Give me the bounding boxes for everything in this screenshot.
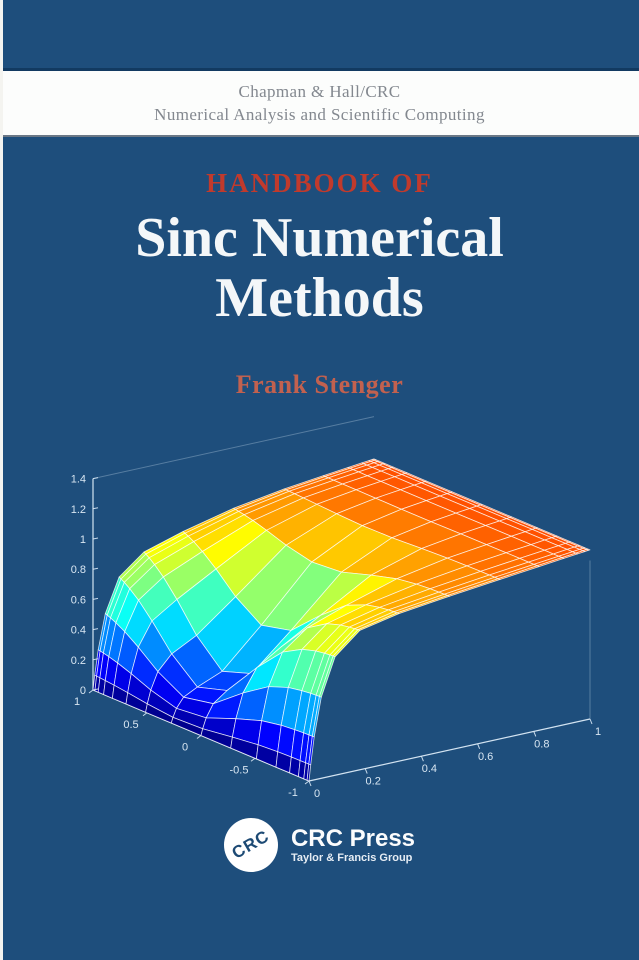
- svg-text:0: 0: [182, 742, 188, 754]
- svg-text:1: 1: [74, 696, 80, 708]
- svg-text:0.6: 0.6: [478, 751, 493, 763]
- book-title: Sinc Numerical Methods: [0, 208, 639, 328]
- publisher-tagline: Taylor & Francis Group: [290, 851, 413, 864]
- svg-text:1: 1: [595, 726, 601, 738]
- svg-text:0.2: 0.2: [71, 655, 86, 667]
- svg-text:-1: -1: [288, 787, 298, 799]
- svg-text:0.4: 0.4: [71, 625, 86, 637]
- pretitle: HANDBOOK OF: [206, 168, 433, 198]
- title-line2: Methods: [215, 267, 424, 329]
- svg-text:-0.5: -0.5: [230, 764, 249, 776]
- svg-text:1: 1: [80, 534, 86, 546]
- page-edge: [0, 0, 3, 960]
- svg-text:0: 0: [80, 685, 86, 697]
- svg-text:0.8: 0.8: [534, 738, 549, 750]
- crc-logo-text: CRC: [228, 826, 273, 863]
- crc-logo-icon: CRC: [223, 818, 278, 872]
- svg-text:0.2: 0.2: [366, 776, 381, 788]
- svg-text:0.6: 0.6: [71, 594, 86, 606]
- series-line2: Numerical Analysis and Scientific Comput…: [154, 104, 485, 124]
- svg-text:0.4: 0.4: [422, 763, 437, 775]
- surface-plot: 0 0.2 0.4 0.6 0.8 1 1.2 1.4 1 0.5 0 -0.5 -1 0 0.2 0.4 0.…: [71, 416, 601, 800]
- publisher-logo: CRC CRC Press Taylor & Francis Group: [0, 818, 639, 872]
- svg-text:0.5: 0.5: [123, 719, 138, 731]
- series-band: Chapman & Hall/CRC Numerical Analysis an…: [0, 68, 639, 137]
- publisher-text-block: CRC Press Taylor & Francis Group: [290, 824, 416, 865]
- title-line1: Sinc Numerical: [135, 207, 504, 269]
- author-name: Frank Stenger: [235, 370, 404, 399]
- svg-text:0: 0: [314, 788, 320, 800]
- svg-text:1.2: 1.2: [71, 504, 86, 516]
- svg-text:0.8: 0.8: [71, 564, 86, 576]
- series-line1: Chapman & Hall/CRC: [238, 81, 401, 101]
- publisher-name: CRC Press: [290, 824, 416, 852]
- svg-text:1.4: 1.4: [71, 474, 86, 486]
